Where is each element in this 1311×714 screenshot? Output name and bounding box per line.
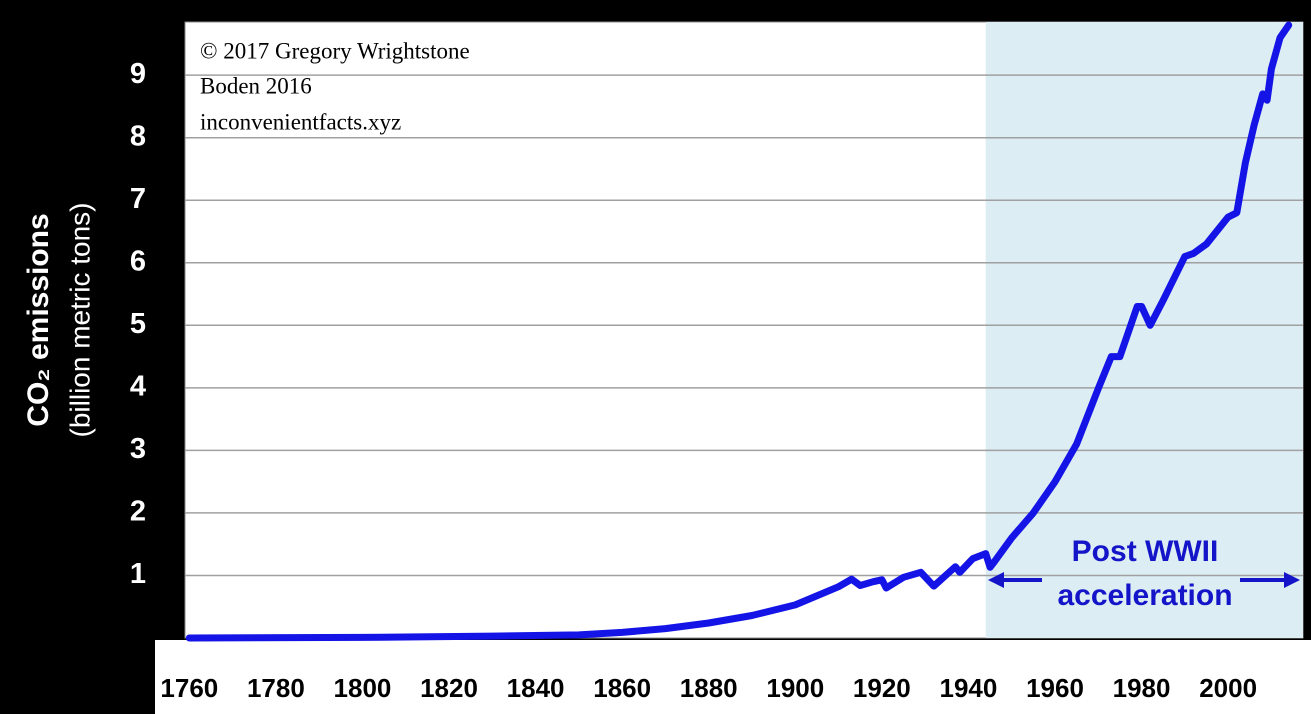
arrow-head — [988, 572, 1004, 588]
y-tick-label: 8 — [130, 120, 146, 152]
x-tick-label: 1940 — [940, 673, 998, 703]
x-tick-label: 1800 — [334, 673, 392, 703]
y-tick-label: 9 — [130, 58, 146, 90]
x-tick-label: 1860 — [593, 673, 651, 703]
y-tick-label: 2 — [130, 496, 146, 528]
x-tick-label: 1960 — [1026, 673, 1084, 703]
annotation: acceleration — [1057, 579, 1232, 612]
credit: © 2017 Gregory Wrightstone — [200, 38, 470, 63]
x-tick-label: 1840 — [507, 673, 565, 703]
annotation: Post WWII — [1072, 535, 1219, 568]
y-axis-title: CO₂ emissions — [22, 213, 55, 426]
annotation-arrows — [988, 572, 1300, 588]
arrow-head — [1284, 572, 1300, 588]
x-tick-label: 1760 — [160, 673, 218, 703]
y-tick-label: 4 — [130, 371, 146, 403]
credit: Boden 2016 — [200, 73, 312, 98]
credit: inconvenientfacts.xyz — [200, 109, 401, 134]
shade-layer — [985, 22, 1303, 638]
x-tick-label: 2000 — [1199, 673, 1257, 703]
y-tick-label: 7 — [130, 183, 146, 215]
x-tick-label: 1780 — [247, 673, 305, 703]
x-tick-label: 1820 — [420, 673, 478, 703]
x-axis-band — [155, 640, 1311, 714]
x-tick-label: 1880 — [680, 673, 738, 703]
grid-layer — [185, 74, 1303, 577]
shaded-region — [985, 22, 1303, 638]
emissions-line — [185, 21, 1293, 642]
x-tick-label: 1920 — [853, 673, 911, 703]
y-tick-label: 6 — [130, 245, 146, 277]
mark-layer — [185, 21, 1293, 642]
y-tick-label: 1 — [130, 558, 146, 590]
y-axis-subtitle: (billion metric tons) — [64, 203, 95, 438]
x-tick-label: 1900 — [766, 673, 824, 703]
x-tick-label: 1980 — [1113, 673, 1171, 703]
y-tick-label: 5 — [130, 308, 146, 340]
y-tick-label: 3 — [130, 433, 146, 465]
